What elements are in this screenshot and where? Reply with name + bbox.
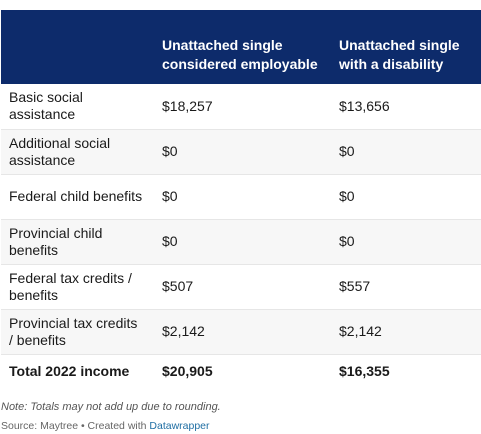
income-table: Unattached single considered employable … [1,10,481,388]
row-label: Provincial tax credits / benefits [9,314,138,348]
disability-value: $0 [339,143,355,159]
row-label: Provincial child benefits [9,224,103,258]
datawrapper-link[interactable]: Datawrapper [149,420,210,432]
table-header-row: Unattached single considered employable … [1,10,481,84]
row-label: Additional social assistance [9,134,111,168]
total-employable-value: $20,905 [162,362,213,379]
disability-value: $0 [339,188,355,204]
disability-value: $13,656 [339,97,390,114]
employable-value: $0 [162,233,178,249]
total-label: Total 2022 income [9,362,130,379]
table-row: Federal child benefits $0 $0 [1,174,481,219]
header-cell-disability: Unattached single with a disability [339,37,460,72]
source-line: Source: Maytree • Created with Datawrapp… [1,420,210,432]
header-cell-employable: Unattached single considered employable [162,37,318,72]
header-cell-empty [1,10,152,84]
employable-value: $2,142 [162,323,205,339]
row-label: Federal tax credits / benefits [9,269,132,303]
total-row: Total 2022 income $20,905 $16,355 [1,354,481,388]
income-table-container: Unattached single considered employable … [1,10,481,388]
total-disability-value: $16,355 [339,362,390,379]
disability-value: $0 [339,233,355,249]
table-row: Basic social assistance $18,257 $13,656 [1,84,481,129]
row-label: Basic social assistance [9,89,83,123]
table-row: Additional social assistance $0 $0 [1,129,481,174]
employable-value: $0 [162,143,178,159]
employable-value: $507 [162,278,194,294]
employable-value: $18,257 [162,97,213,114]
rounding-note: Note: Totals may not add up due to round… [1,401,221,413]
table-row: Provincial tax credits / benefits $2,142… [1,309,481,354]
row-label: Federal child benefits [9,188,143,204]
disability-value: $557 [339,278,371,294]
table-row: Federal tax credits / benefits $507 $557 [1,264,481,309]
employable-value: $0 [162,188,178,204]
table-row: Provincial child benefits $0 $0 [1,219,481,264]
source-text: Source: Maytree • Created with [1,420,150,432]
disability-value: $2,142 [339,323,382,339]
